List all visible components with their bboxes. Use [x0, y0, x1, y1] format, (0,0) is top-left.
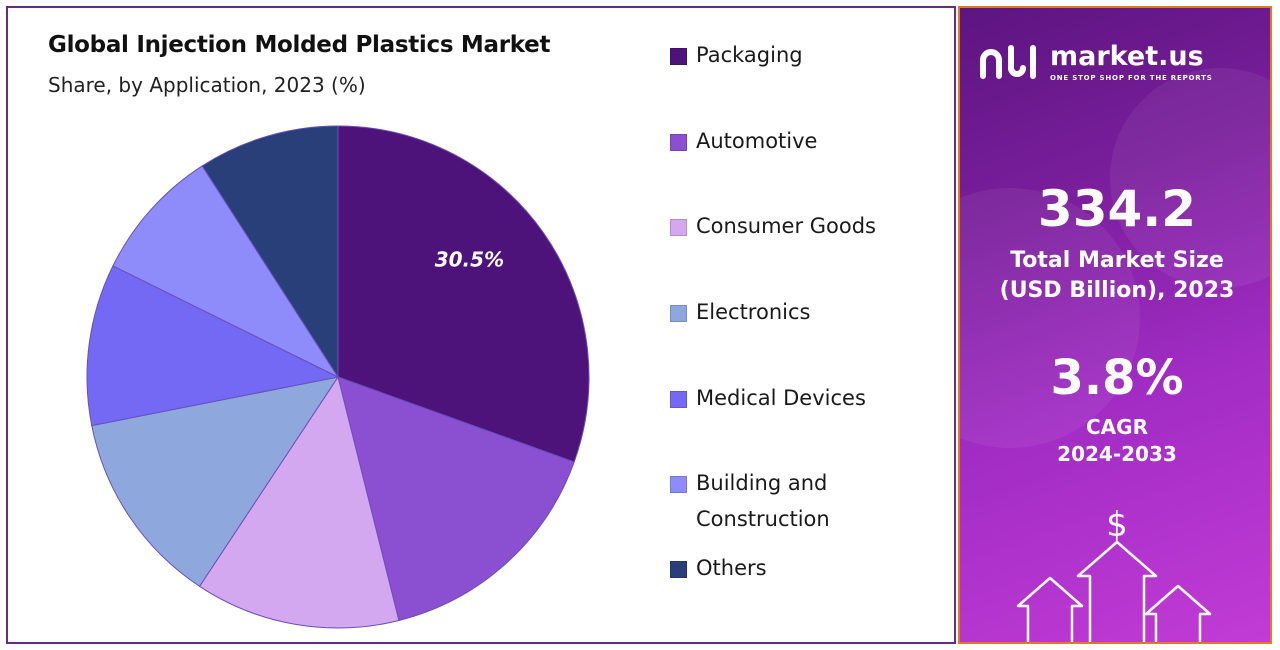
pie-slice-medical-devices	[86, 265, 340, 427]
pie-slice-others	[201, 125, 339, 379]
dollar-sign: $	[1106, 505, 1128, 545]
market-size-label-line1: Total Market Size	[1010, 248, 1224, 273]
legend-label-packaging: Packaging	[696, 43, 803, 67]
brand: market.us ONE STOP SHOP FOR THE REPORTS	[978, 42, 1213, 82]
legend-item-packaging: Packaging	[670, 43, 926, 73]
legend-label-others: Others	[696, 556, 767, 580]
legend-item-electronics: Electronics	[670, 300, 926, 330]
pie-chart: 30.5%	[86, 125, 590, 629]
pie-slice-packaging	[337, 125, 590, 463]
pie-slice-building-and-construction	[112, 165, 340, 379]
right-arrow	[1144, 584, 1212, 642]
center-arrow	[1076, 540, 1158, 642]
market-size-value: 334.2	[1037, 180, 1197, 238]
legend-label-consumer-goods: Consumer Goods	[696, 214, 876, 238]
pie-slice-automotive	[337, 376, 575, 622]
legend-item-consumer-goods: Consumer Goods	[670, 214, 926, 244]
legend: Packaging Automotive Consumer Goods Elec…	[670, 0, 950, 650]
market-size-label-line2: (USD Billion), 2023	[999, 278, 1235, 303]
cagr-period: 2024-2033	[1057, 442, 1177, 466]
legend-label-medical-devices: Medical Devices	[696, 386, 866, 410]
data-label-packaging: 30.5%	[435, 248, 504, 272]
legend-item-others: Others	[670, 556, 926, 586]
pie-slice-consumer-goods	[198, 375, 400, 629]
legend-swatch-electronics	[670, 305, 687, 322]
legend-swatch-building-and-construction	[670, 476, 687, 493]
brand-name: market.us	[1050, 41, 1204, 72]
growth-arrows-icon: $	[1016, 505, 1212, 642]
summary-panel: market.us ONE STOP SHOP FOR THE REPORTS …	[958, 6, 1272, 644]
legend-item-medical-devices: Medical Devices	[670, 386, 926, 416]
legend-swatch-automotive	[670, 134, 687, 151]
cagr-value: 3.8%	[1050, 350, 1184, 406]
legend-item-building-and-construction: Building and Construction	[670, 471, 926, 537]
legend-label-electronics: Electronics	[696, 300, 811, 324]
left-arrow	[1016, 576, 1084, 642]
pie-slice-electronics	[91, 376, 340, 588]
legend-swatch-medical-devices	[670, 391, 687, 408]
legend-label-automotive: Automotive	[696, 129, 818, 153]
legend-label-building-and-construction: Building and Construction	[696, 471, 830, 531]
legend-swatch-packaging	[670, 48, 687, 65]
legend-swatch-others	[670, 561, 687, 578]
cagr-label: CAGR	[1086, 415, 1148, 439]
legend-item-automotive: Automotive	[670, 129, 926, 159]
chart-title: Global Injection Molded Plastics Market	[48, 32, 551, 58]
brand-tagline: ONE STOP SHOP FOR THE REPORTS	[1050, 74, 1213, 82]
market-us-logo-icon	[980, 45, 1036, 79]
chart-subtitle: Share, by Application, 2023 (%)	[48, 73, 366, 97]
legend-swatch-consumer-goods	[670, 219, 687, 236]
